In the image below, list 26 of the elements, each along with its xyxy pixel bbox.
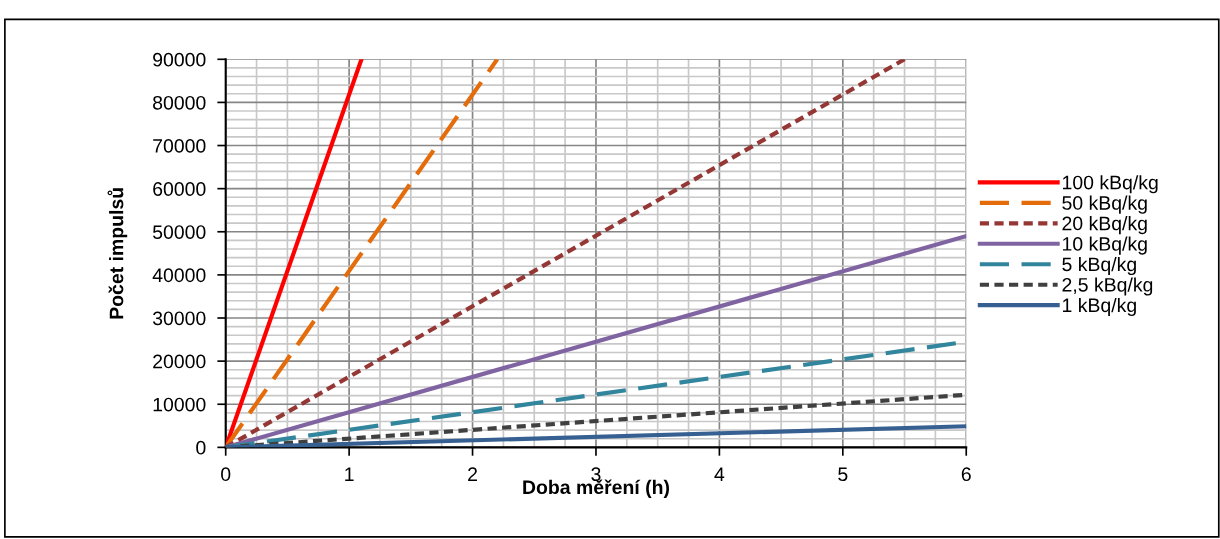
y-tick-label: 60000	[153, 182, 206, 196]
legend-label: 100 kBq/kg	[1063, 175, 1158, 194]
y-axis-title: Počet impulsů	[107, 188, 128, 319]
x-tick-label: 3	[591, 467, 601, 482]
y-tick-label: 90000	[153, 52, 206, 67]
legend-label: 1 kBq/kg	[1063, 297, 1136, 317]
y-tick-label: 30000	[152, 311, 206, 326]
x-tick-label: 2	[468, 467, 477, 481]
y-tick-label: 10000	[153, 397, 206, 412]
x-axis-title: Doba měření (h)	[523, 479, 670, 498]
x-tick-label: 5	[838, 467, 848, 482]
y-tick-label: 80000	[153, 95, 206, 110]
legend-label: 5 kBq/kg	[1062, 256, 1136, 276]
y-tick-label: 70000	[153, 139, 206, 153]
y-tick-label: 50000	[152, 225, 206, 240]
legend-label: 50 kBq/kg	[1062, 195, 1147, 214]
x-tick-label: 0	[221, 467, 231, 482]
x-tick-label: 6	[961, 467, 971, 482]
legend-label: 20 kBq/kg	[1062, 216, 1147, 235]
y-tick-label: 0	[196, 440, 206, 455]
x-tick-label: 1	[345, 467, 354, 481]
y-tick-label: 40000	[152, 268, 206, 283]
y-tick-label: 20000	[153, 354, 206, 369]
x-tick-label: 4	[714, 467, 725, 481]
legend-label: 2,5 kBq/kg	[1062, 277, 1153, 296]
legend-label: 10 kBq/kg	[1063, 236, 1147, 255]
